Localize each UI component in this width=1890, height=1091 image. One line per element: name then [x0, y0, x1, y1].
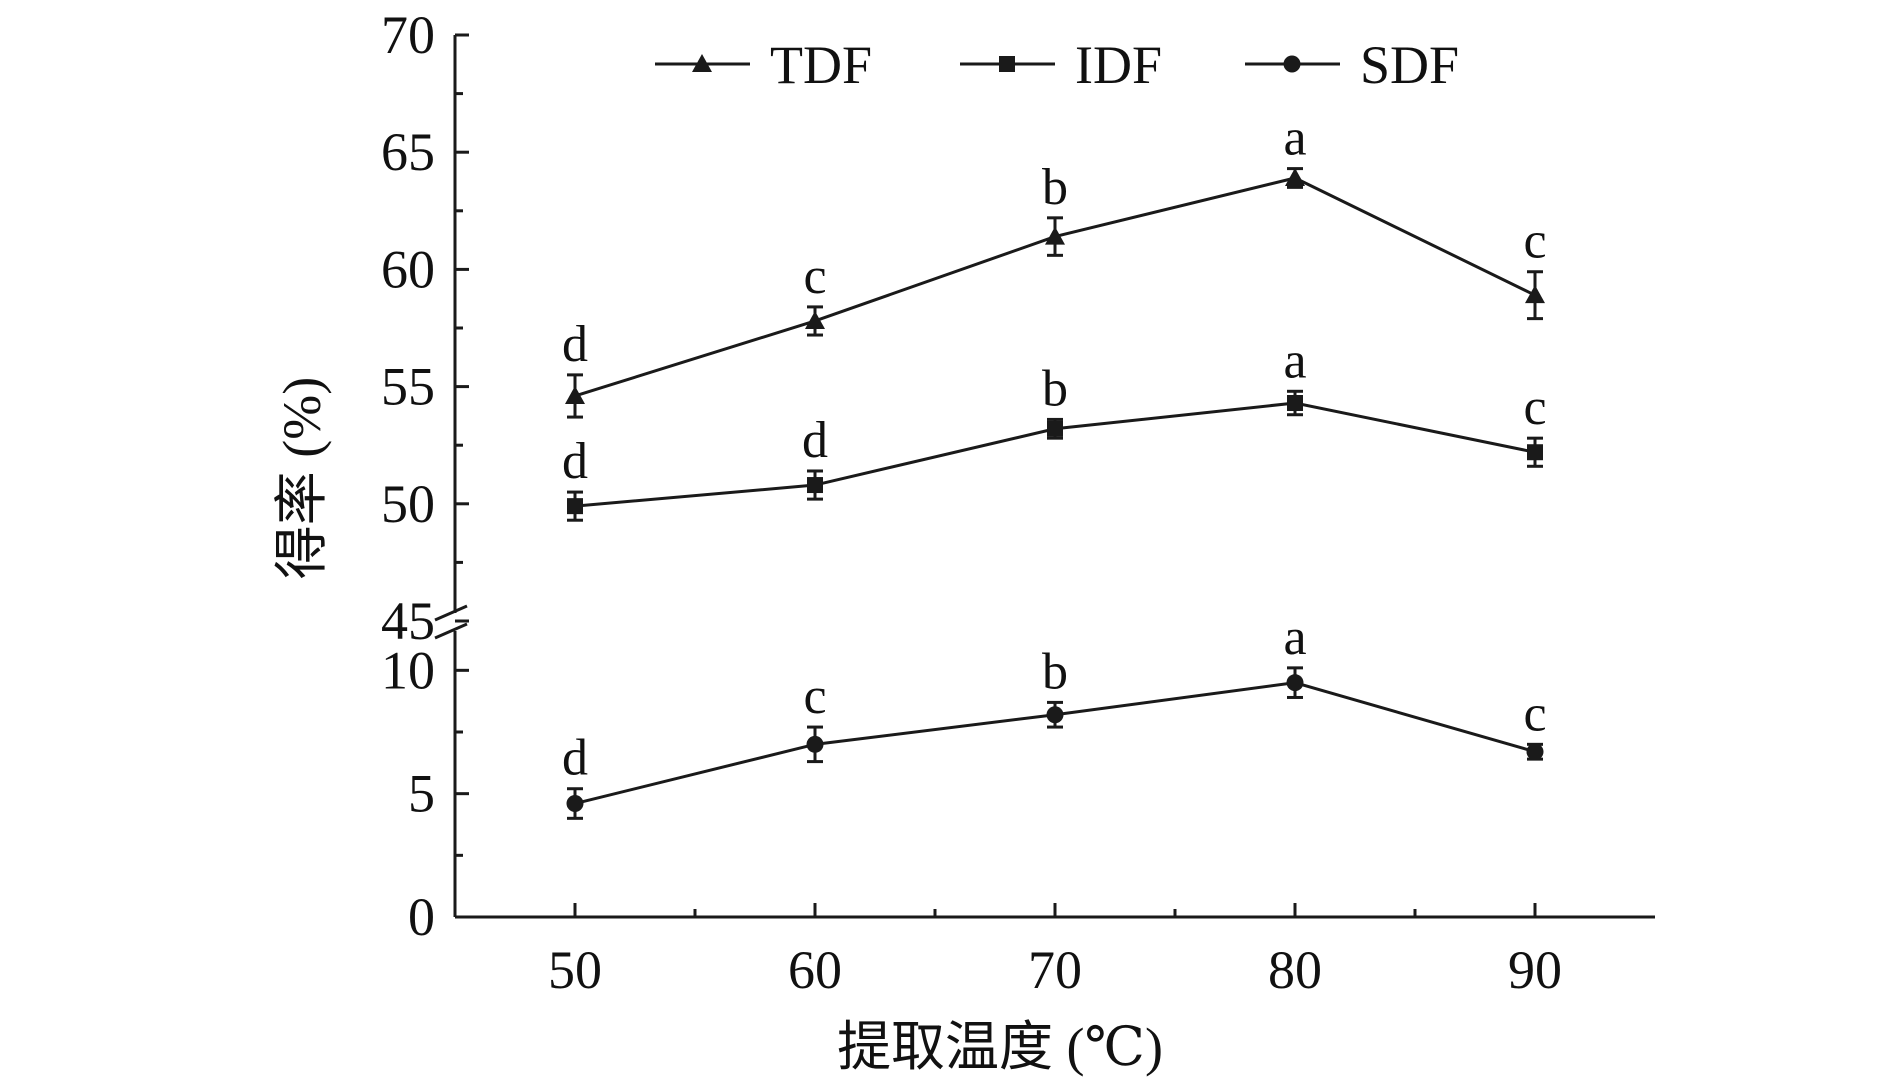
significance-letter-tdf: c [1523, 213, 1546, 270]
legend-marker-idf [999, 56, 1015, 72]
significance-letter-idf: b [1042, 360, 1068, 417]
data-point-idf [567, 498, 583, 515]
data-point-tdf [1045, 226, 1065, 245]
y-tick-label: 65 [381, 122, 435, 182]
legend-marker-tdf [692, 54, 712, 72]
series-layer: d c b a c d d b a c d c b a c [562, 110, 1547, 820]
significance-letter-idf: a [1283, 332, 1306, 389]
significance-letter-tdf: a [1283, 110, 1306, 167]
significance-letter-sdf: d [562, 730, 588, 787]
axis-break-mark [434, 604, 468, 622]
data-point-idf [1527, 444, 1543, 461]
legend-label-sdf: SDF [1360, 35, 1459, 95]
significance-letter-tdf: c [803, 248, 826, 305]
data-point-idf [1287, 395, 1303, 412]
x-tick-label: 70 [1028, 940, 1082, 1000]
x-tick-label: 50 [548, 940, 602, 1000]
data-point-sdf [1526, 743, 1544, 761]
axes: 45 50 55 60 65 70 0 5 10 50 60 70 80 90 [381, 5, 1655, 1000]
data-point-sdf [566, 795, 584, 813]
y-axis-title: 得率 (%) [272, 377, 332, 579]
series-tdf: d c b a c [562, 110, 1547, 419]
y-tick-label: 60 [381, 239, 435, 299]
y-tick-label: 10 [381, 640, 435, 700]
series-idf: d d b a c [562, 332, 1547, 522]
y-tick-label: 5 [408, 764, 435, 824]
x-axis-title: 提取温度 (℃) [837, 1017, 1163, 1077]
data-point-sdf [806, 735, 824, 753]
data-point-sdf [1286, 674, 1304, 692]
y-tick-label: 0 [408, 887, 435, 947]
significance-letter-idf: d [802, 412, 828, 469]
legend: TDF IDF SDF [655, 35, 1459, 95]
significance-letter-sdf: c [803, 668, 826, 725]
x-tick-label: 80 [1268, 940, 1322, 1000]
y-tick-label: 55 [381, 357, 435, 417]
axis-break-mark [434, 622, 468, 640]
significance-letter-tdf: d [562, 316, 588, 373]
y-tick-label: 70 [381, 5, 435, 65]
significance-letter-tdf: b [1042, 159, 1068, 216]
significance-letter-sdf: c [1523, 685, 1546, 742]
legend-marker-sdf [1283, 55, 1301, 73]
significance-letter-sdf: b [1042, 643, 1068, 700]
series-sdf: d c b a c [562, 609, 1547, 820]
legend-label-tdf: TDF [770, 35, 872, 95]
series-line-sdf [574, 681, 1536, 805]
legend-label-idf: IDF [1075, 35, 1162, 95]
data-point-tdf [565, 385, 585, 404]
data-point-idf [1047, 420, 1063, 437]
significance-letter-idf: d [562, 433, 588, 490]
significance-letter-sdf: a [1283, 609, 1306, 666]
data-point-tdf [805, 310, 825, 329]
y-tick-label: 50 [381, 474, 435, 534]
x-tick-label: 90 [1508, 940, 1562, 1000]
data-point-idf [807, 477, 823, 494]
data-point-tdf [1285, 167, 1305, 186]
x-tick-label: 60 [788, 940, 842, 1000]
y-tick-label: 45 [381, 591, 435, 651]
significance-letter-idf: c [1523, 379, 1546, 436]
data-point-tdf [1525, 285, 1545, 304]
data-point-sdf [1046, 706, 1064, 724]
